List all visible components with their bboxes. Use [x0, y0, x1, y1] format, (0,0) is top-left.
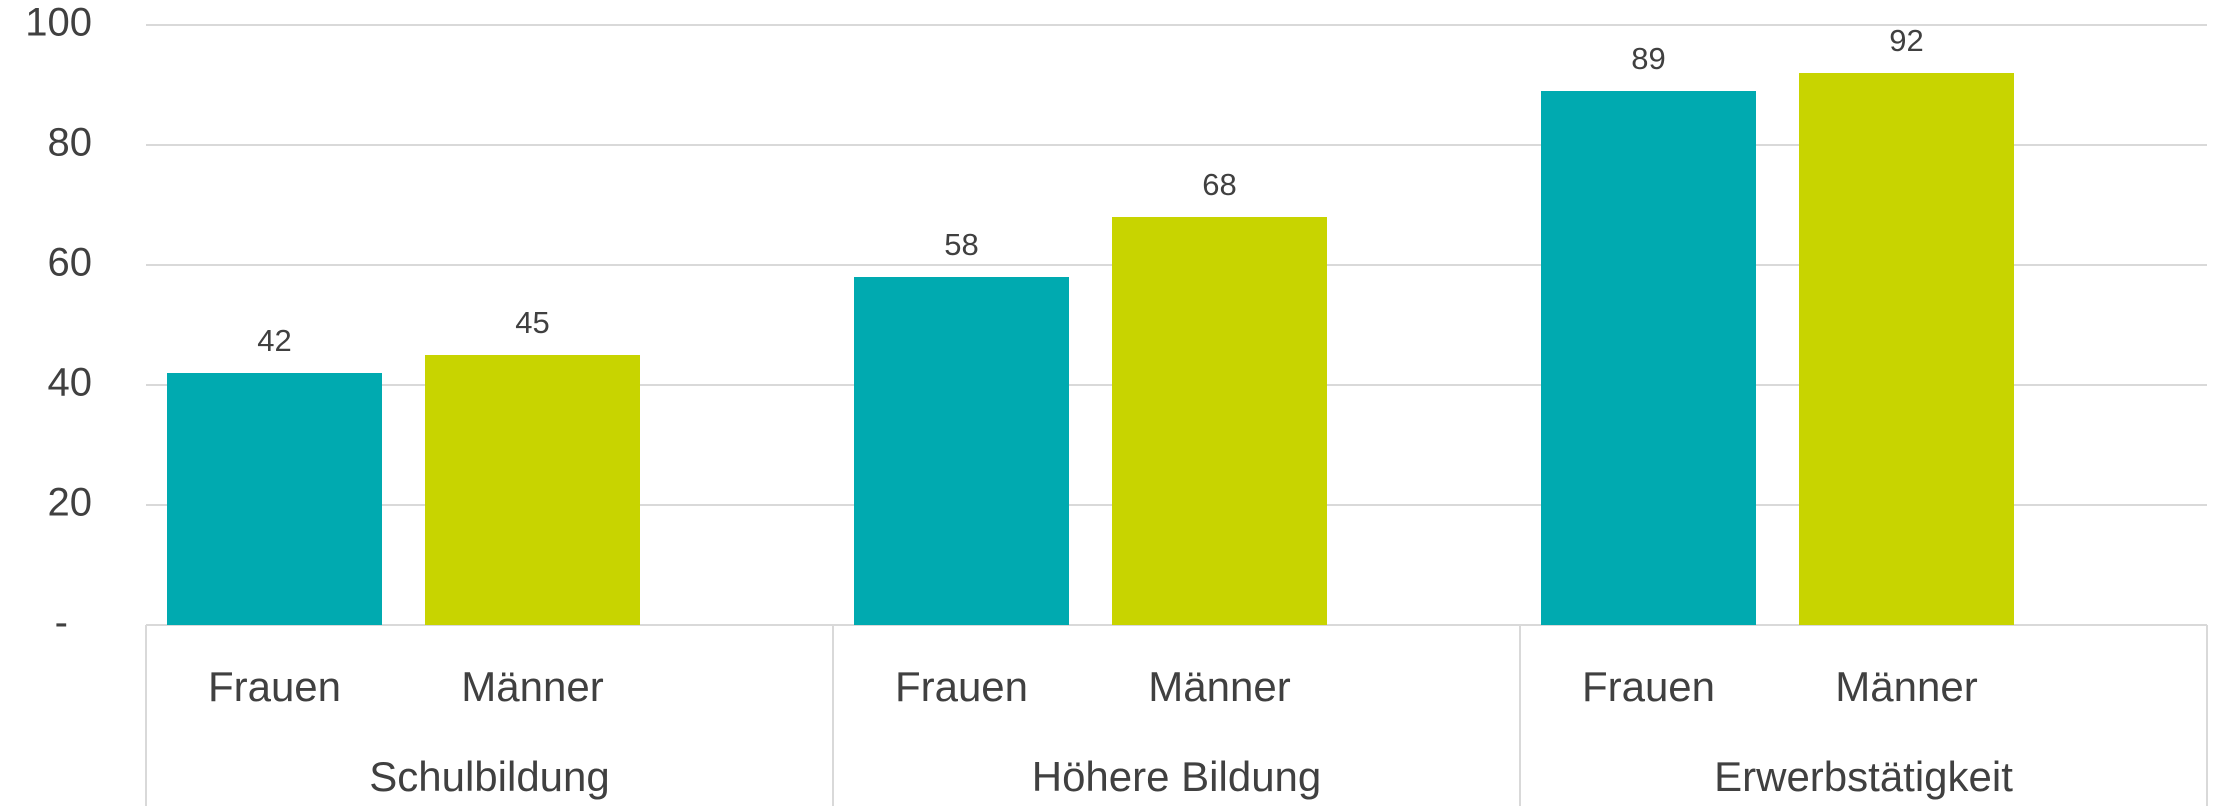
group-label: Höhere Bildung: [1032, 753, 1322, 800]
data-label: 68: [1202, 167, 1236, 202]
bar: [1541, 91, 1756, 625]
group-label: Erwerbstätigkeit: [1714, 753, 2013, 800]
x-tick-label: Frauen: [895, 663, 1028, 710]
x-tick-label: Frauen: [1582, 663, 1715, 710]
bar: [1112, 217, 1327, 625]
bar: [1799, 73, 2014, 625]
y-tick-label: 60: [48, 241, 93, 285]
group-label: Schulbildung: [369, 753, 610, 800]
x-tick-label: Frauen: [208, 663, 341, 710]
y-tick-label: 100: [25, 1, 92, 45]
y-tick-label: 80: [48, 121, 93, 165]
x-tick-label: Männer: [1835, 663, 1977, 710]
bar: [425, 355, 640, 625]
x-tick-label: Männer: [1148, 663, 1290, 710]
data-label: 89: [1631, 41, 1665, 76]
data-label: 42: [257, 323, 291, 358]
y-tick-label: 20: [48, 481, 93, 525]
data-label: 45: [515, 305, 549, 340]
data-label: 92: [1889, 23, 1923, 58]
x-tick-label: Männer: [461, 663, 603, 710]
bar: [167, 373, 382, 625]
data-label: 58: [944, 227, 978, 262]
bar: [854, 277, 1069, 625]
y-tick-label: 40: [48, 361, 93, 405]
y-tick-label: -: [55, 601, 68, 645]
